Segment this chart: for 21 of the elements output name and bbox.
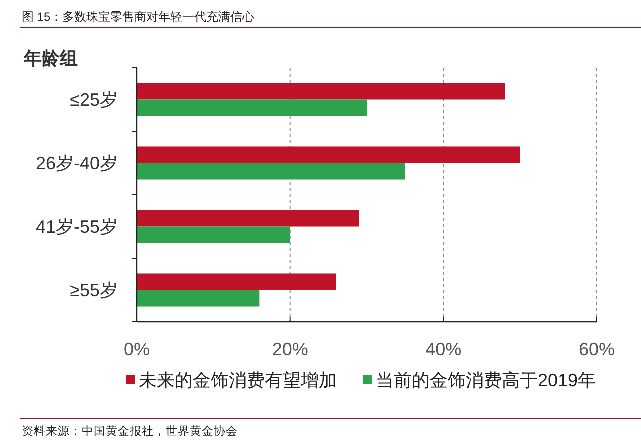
y-tick-label: ≤25岁 xyxy=(70,90,118,110)
x-tick-label: 60% xyxy=(578,339,616,360)
bar xyxy=(137,146,520,164)
y-tick-label: 41岁-55岁 xyxy=(36,217,118,238)
x-tick-label: 20% xyxy=(272,339,308,360)
legend-label: 未来的金饰消费有望增加 xyxy=(138,370,337,390)
x-tick-label: 0% xyxy=(124,339,150,360)
legend-label: 当前的金饰消费高于2019年 xyxy=(376,370,596,390)
bar xyxy=(137,163,406,180)
chart-title: 图 15：多数珠宝零售商对年轻一代充满信心 xyxy=(22,10,255,24)
bar xyxy=(137,100,367,116)
y-tick-label: 26岁-40岁 xyxy=(36,154,118,174)
bar xyxy=(137,290,260,307)
x-tick-label: 40% xyxy=(426,339,462,360)
bar xyxy=(137,226,290,244)
text: 资料来源：中国黄金报社，世界黄金协会 xyxy=(22,425,238,438)
y-tick-label: ≥55岁 xyxy=(70,280,118,301)
y-axis-title: 年龄组 xyxy=(23,48,78,68)
bar xyxy=(137,210,360,227)
bar xyxy=(137,274,336,290)
bar xyxy=(137,83,505,100)
